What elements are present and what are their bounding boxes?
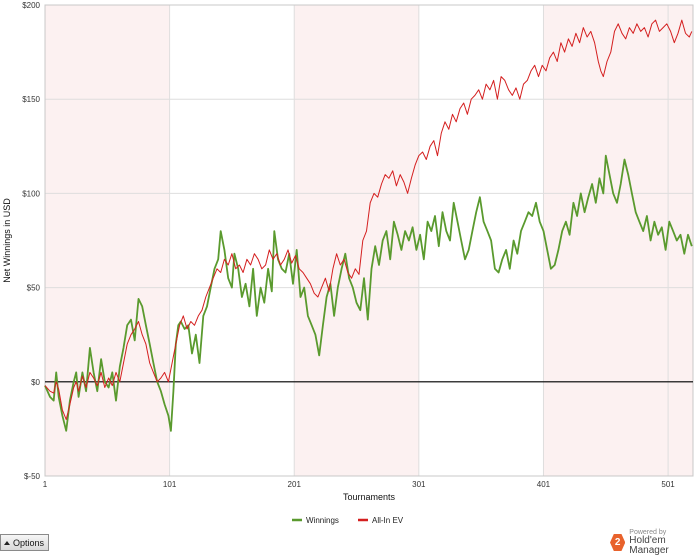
series-line-winnings: [44, 154, 693, 432]
shaded-band-0: [45, 5, 170, 476]
hem-logo-icon: 2: [610, 534, 626, 551]
legend-label: Winnings: [306, 516, 339, 525]
x-tick-label: 501: [661, 480, 675, 489]
legend-label: All-In EV: [372, 516, 404, 525]
shaded-bands: [45, 5, 693, 476]
y-tick-label: $100: [22, 189, 40, 198]
x-axis-title: Tournaments: [343, 492, 396, 502]
series-line-all-in-ev: [44, 19, 693, 420]
y-tick-label: $-50: [24, 472, 41, 481]
brand-logo-block: 2 Powered by Hold'em Manager: [610, 529, 700, 556]
plot-frame: [44, 4, 694, 477]
legend: Winnings All-In EV: [292, 516, 404, 525]
options-button[interactable]: Options: [0, 534, 49, 551]
x-tick-label: 401: [537, 480, 551, 489]
brand-name-text: Hold'em Manager: [629, 535, 669, 556]
y-tick-label: $0: [31, 378, 40, 387]
x-tick-label: 301: [412, 480, 426, 489]
powered-by-text: Powered by: [629, 529, 667, 536]
shaded-band-2: [543, 5, 693, 476]
shaded-band-1: [294, 5, 419, 476]
y-tick-label: $200: [22, 1, 40, 10]
x-tick-label: 1: [43, 480, 48, 489]
options-label: Options: [13, 537, 45, 548]
series-lines: [44, 19, 693, 432]
x-tick-label: 201: [288, 480, 302, 489]
y-tick-labels: $-50 $0 $50 $100 $150 $200: [22, 1, 40, 481]
x-tick-labels: 1 101 201 301 401 501: [43, 480, 676, 489]
x-tick-label: 101: [163, 480, 177, 489]
y-tick-label: $150: [22, 95, 40, 104]
up-arrow-icon: [4, 540, 10, 545]
y-tick-label: $50: [27, 284, 41, 293]
y-axis-title: Net Winnings in USD: [2, 198, 12, 283]
